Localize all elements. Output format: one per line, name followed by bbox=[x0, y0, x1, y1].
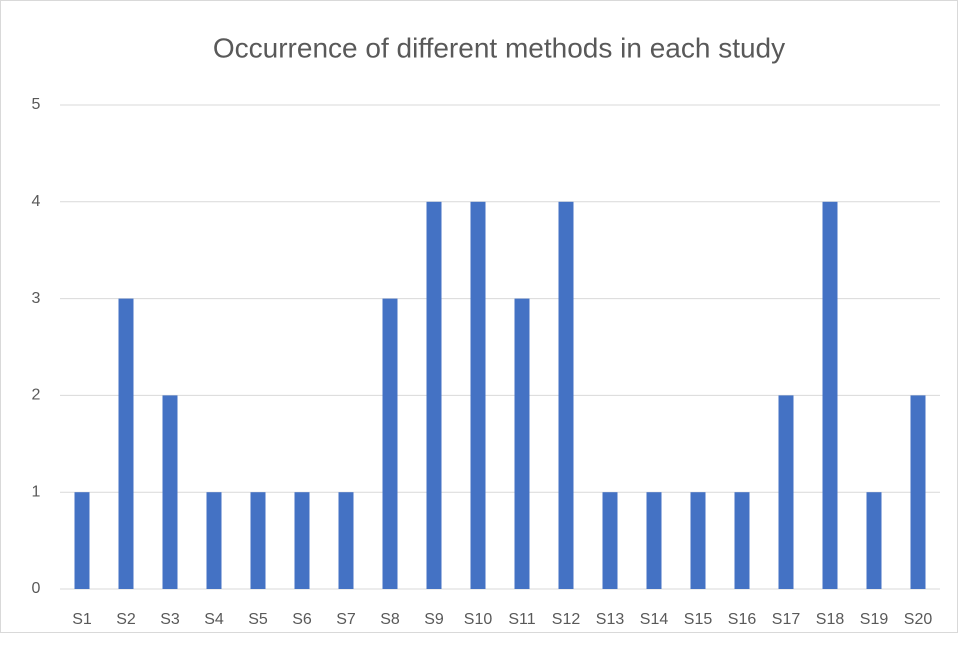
x-tick-label: S10 bbox=[464, 611, 493, 628]
bar bbox=[162, 395, 178, 589]
bar bbox=[294, 492, 310, 589]
x-tick-label: S13 bbox=[596, 611, 625, 628]
bar bbox=[690, 492, 706, 589]
bar bbox=[822, 201, 838, 590]
bar bbox=[74, 492, 90, 589]
x-tick-label: S17 bbox=[772, 611, 801, 628]
y-tick-label: 2 bbox=[32, 387, 41, 404]
x-tick-label: S11 bbox=[508, 611, 535, 628]
x-tick-label: S3 bbox=[160, 611, 180, 628]
bar bbox=[118, 298, 134, 589]
y-tick-label: 5 bbox=[32, 96, 41, 113]
bar bbox=[382, 298, 398, 589]
x-tick-label: S15 bbox=[684, 611, 713, 628]
x-tick-label: S18 bbox=[816, 611, 845, 628]
y-tick-label: 1 bbox=[32, 483, 41, 500]
x-tick-label: S7 bbox=[336, 611, 356, 628]
bar bbox=[206, 492, 222, 589]
x-tick-label: S12 bbox=[552, 611, 581, 628]
x-tick-label: S2 bbox=[116, 611, 136, 628]
bar bbox=[778, 395, 794, 589]
x-tick-label: S8 bbox=[380, 611, 400, 628]
bar bbox=[558, 201, 574, 590]
bar bbox=[514, 298, 530, 589]
x-tick-label: S9 bbox=[424, 611, 444, 628]
bar bbox=[602, 492, 618, 589]
bar bbox=[910, 395, 926, 589]
x-tick-label: S4 bbox=[204, 611, 224, 628]
y-tick-label: 0 bbox=[32, 580, 41, 597]
bar bbox=[470, 201, 486, 590]
x-tick-label: S1 bbox=[72, 611, 92, 628]
bar bbox=[426, 201, 442, 590]
bar bbox=[338, 492, 354, 589]
bar bbox=[734, 492, 750, 589]
chart-title: Occurrence of different methods in each … bbox=[213, 32, 785, 63]
bar bbox=[646, 492, 662, 589]
x-tick-label: S19 bbox=[860, 611, 889, 628]
y-tick-label: 3 bbox=[32, 290, 41, 307]
x-tick-label: S16 bbox=[728, 611, 757, 628]
y-tick-label: 4 bbox=[32, 193, 41, 210]
x-tick-label: S6 bbox=[292, 611, 312, 628]
x-tick-label: S20 bbox=[904, 611, 933, 628]
x-tick-label: S14 bbox=[640, 611, 669, 628]
bar bbox=[866, 492, 882, 589]
bar bbox=[250, 492, 266, 589]
x-tick-label: S5 bbox=[248, 611, 268, 628]
